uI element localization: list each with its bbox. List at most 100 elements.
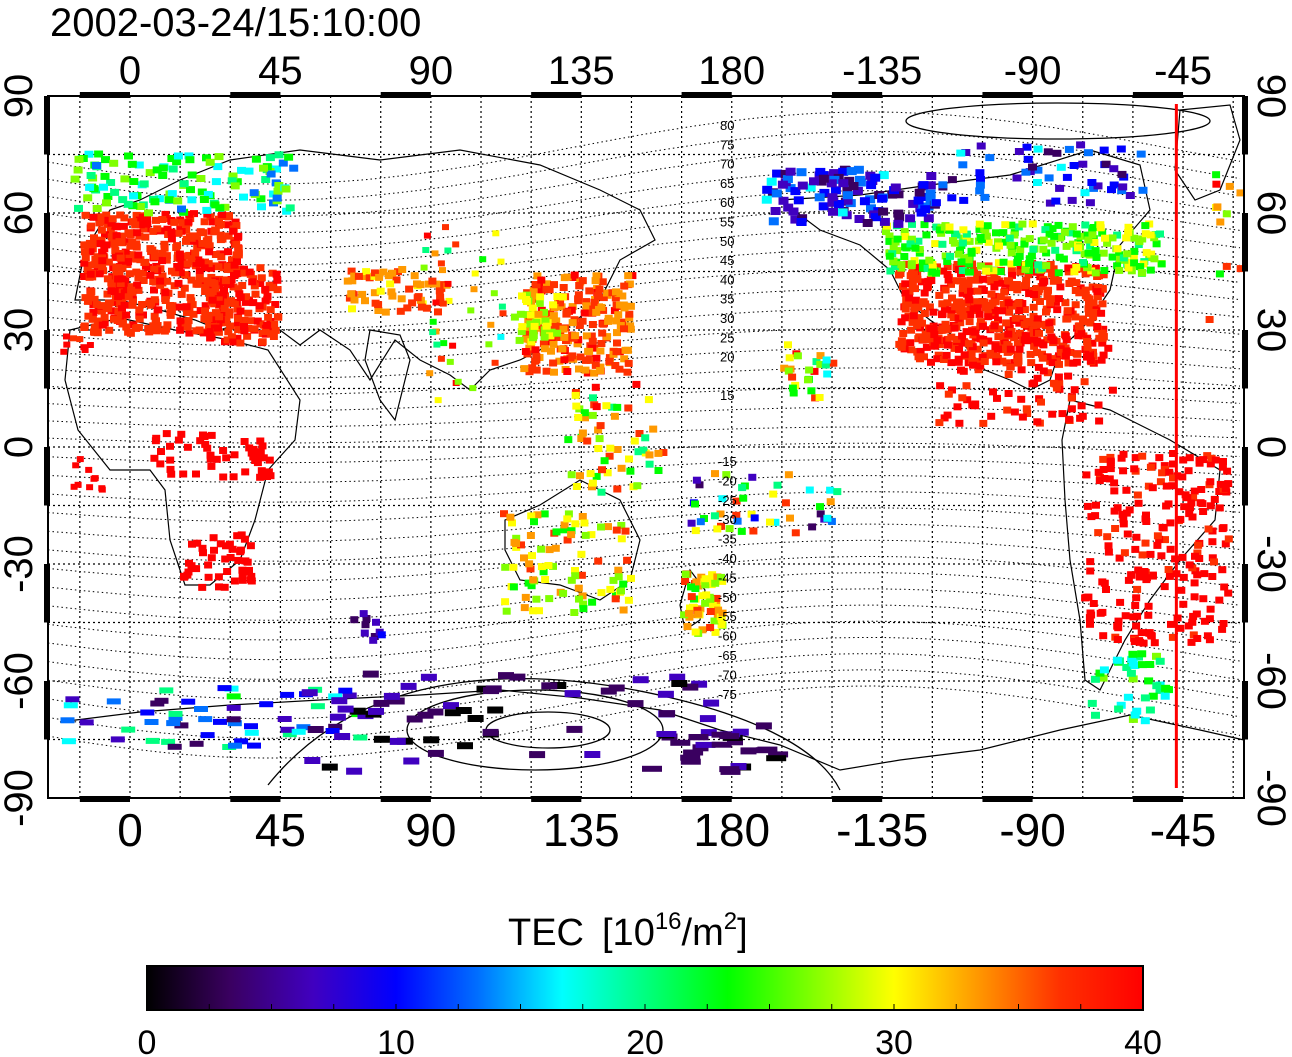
tec-cell: [362, 615, 371, 622]
tec-cell: [349, 707, 366, 715]
tec-cell: [976, 362, 985, 370]
tec-cell: [244, 167, 254, 175]
tec-cell: [266, 170, 276, 178]
tec-cell: [1054, 295, 1063, 303]
tec-cell: [975, 225, 984, 233]
tec-cell: [998, 307, 1007, 315]
tec-cell: [815, 167, 826, 176]
tec-cell: [958, 285, 967, 293]
tec-cell: [571, 391, 580, 399]
tec-cell: [1045, 199, 1055, 207]
tec-cell: [328, 723, 343, 730]
tec-cell: [639, 446, 648, 454]
tec-cell: [208, 218, 217, 226]
tec-cell: [1123, 530, 1132, 538]
tec-cell: [220, 305, 229, 312]
tec-cell: [221, 555, 230, 563]
tec-cell: [350, 616, 359, 624]
tec-cell: [145, 169, 155, 177]
lat-tick-label-left: -60: [0, 652, 41, 710]
tec-cell: [204, 561, 213, 569]
tec-cell: [879, 217, 890, 226]
tec-cell: [1191, 552, 1199, 560]
tec-cell: [273, 276, 282, 284]
tec-cell: [358, 290, 367, 298]
tec-cell: [74, 204, 83, 212]
tec-cell: [916, 355, 924, 363]
tec-cell: [1001, 221, 1010, 229]
tec-cell: [1108, 234, 1117, 242]
tec-cell: [958, 239, 967, 247]
tec-cell: [1122, 509, 1131, 517]
tec-cell: [1101, 234, 1109, 242]
tec-cell: [498, 672, 514, 680]
tec-cell: [695, 741, 716, 748]
tec-cell: [1022, 143, 1032, 151]
tec-cell: [1067, 277, 1076, 285]
tec-cell: [1169, 450, 1177, 457]
tec-cell: [373, 735, 390, 743]
tec-cell: [557, 303, 566, 311]
tec-cell: [135, 203, 145, 210]
tec-cell: [479, 256, 487, 263]
tec-cell: [487, 321, 495, 328]
tec-cell: [126, 242, 135, 250]
tec-cell: [224, 328, 233, 336]
tec-cell: [162, 430, 171, 438]
tec-cell: [649, 425, 658, 433]
tec-cell: [1051, 380, 1060, 388]
tec-cell: [823, 514, 832, 522]
tec-cell: [95, 270, 104, 278]
tec-cell: [693, 606, 702, 614]
tec-cell: [1013, 255, 1022, 263]
tec-cell: [151, 278, 160, 286]
tec-cell: [234, 251, 243, 259]
tec-cell: [540, 326, 549, 334]
tec-cell: [437, 355, 445, 362]
tec-cell: [895, 340, 904, 348]
tec-cell: [901, 289, 910, 297]
tec-cell: [1224, 480, 1233, 488]
tec-cell: [989, 388, 997, 396]
colorbar-title-text: TEC: [508, 912, 584, 954]
border-bar-bottom: [832, 796, 883, 802]
tec-cell: [74, 481, 82, 488]
tec-cell: [852, 186, 863, 195]
tec-cell: [234, 314, 242, 322]
tec-cell: [1146, 231, 1155, 239]
tec-cell: [545, 546, 554, 554]
tec-cell: [228, 742, 242, 749]
tec-cell: [1065, 415, 1074, 423]
tec-cell: [522, 296, 530, 303]
tec-cell: [584, 751, 601, 758]
tec-cell: [1141, 230, 1150, 238]
tec-cell: [1092, 304, 1101, 312]
tec-cell: [346, 767, 363, 775]
tec-cell: [240, 438, 249, 445]
tec-cell: [697, 573, 706, 581]
border-bar-right: [1242, 213, 1248, 272]
tec-cell: [184, 218, 193, 226]
lon-tick-label-bottom: -45: [1150, 804, 1216, 856]
tec-cell: [263, 321, 272, 329]
tec-cell: [1129, 613, 1138, 621]
tec-cell: [938, 300, 947, 308]
tec-cell: [893, 235, 902, 243]
tec-cell: [1207, 454, 1216, 462]
tec-cell: [1098, 339, 1107, 347]
tec-cell: [882, 228, 890, 236]
tec-cell: [961, 149, 971, 156]
tec-cell: [1049, 295, 1058, 303]
tec-cell: [152, 216, 160, 224]
tec-cell: [1195, 555, 1204, 562]
tec-cell: [670, 739, 691, 746]
tec-cell: [1024, 271, 1033, 279]
tec-cell: [373, 699, 390, 707]
tec-cell: [110, 288, 119, 295]
tec-cell: [157, 448, 165, 455]
tec-cell: [941, 320, 950, 328]
tec-cell: [1199, 508, 1208, 515]
tec-cell: [737, 527, 746, 535]
contour-label-north: 60: [720, 195, 734, 210]
tec-cell: [1066, 229, 1075, 237]
